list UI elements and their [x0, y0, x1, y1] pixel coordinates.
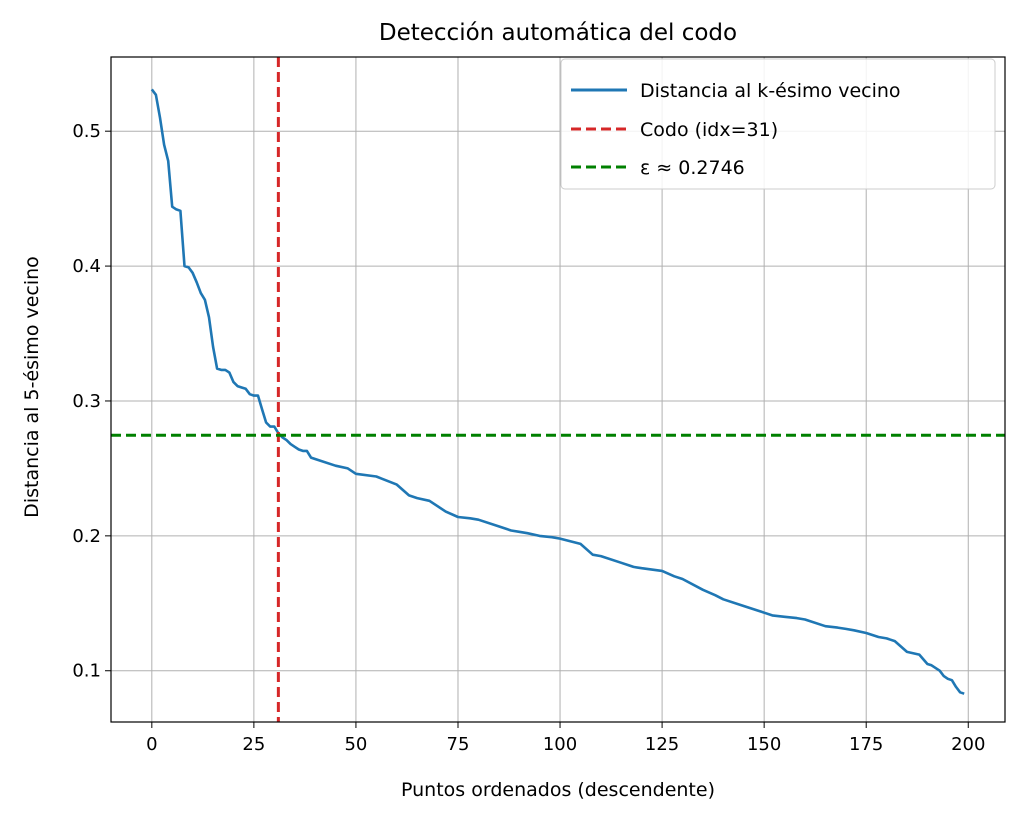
axis-ticks: 0 25 50 75 100 125 150 175 200 0.1 0.2 0.3 0.4 0.5	[72, 121, 985, 755]
x-tick-label: 150	[747, 734, 781, 755]
legend-label-codo: Codo (idx=31)	[640, 119, 778, 141]
y-tick-label: 0.1	[72, 661, 101, 682]
legend-label-series: Distancia al k-ésimo vecino	[640, 80, 901, 102]
series-line	[150, 88, 965, 695]
x-tick-label: 125	[645, 734, 679, 755]
legend-box	[560, 58, 996, 190]
y-tick-label: 0.2	[72, 526, 101, 547]
plot-frame	[110, 56, 1006, 723]
legend-label-epsilon: ε ≈ 0.2746	[640, 157, 745, 179]
y-tick-label: 0.4	[72, 256, 101, 277]
x-tick-label: 25	[242, 734, 265, 755]
x-tick-label: 0	[146, 734, 157, 755]
x-tick-label: 75	[447, 734, 470, 755]
x-tick-label: 100	[543, 734, 577, 755]
x-tick-label: 50	[344, 734, 367, 755]
x-tick-label: 175	[849, 734, 883, 755]
chart-title: Detección automática del codo	[379, 20, 737, 46]
x-tick-label: 200	[951, 734, 985, 755]
y-axis-label: Distancia al 5-ésimo vecino	[21, 256, 43, 518]
x-axis-label: Puntos ordenados (descendente)	[401, 779, 715, 801]
y-tick-label: 0.3	[72, 391, 101, 412]
y-tick-label: 0.5	[72, 121, 101, 142]
data-lines	[111, 57, 1005, 722]
legend: Distancia al k-ésimo vecino Codo (idx=31…	[560, 58, 996, 190]
